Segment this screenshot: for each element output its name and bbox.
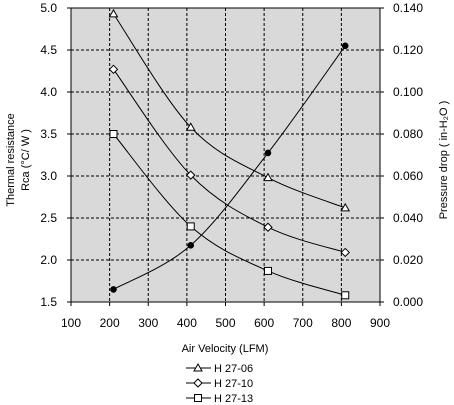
series-line — [113, 13, 346, 209]
x-tick-label: 500 — [215, 316, 235, 330]
data-point — [110, 286, 117, 293]
data-point — [340, 247, 350, 258]
data-point — [108, 8, 119, 18]
left-y-axis: 1.5 2.0 2.5 3.0 3.5 4.0 4.5 5.0 — [40, 1, 71, 309]
x-tick-label: 800 — [331, 316, 351, 330]
x-tick-label: 100 — [61, 316, 81, 330]
x-tick-label: 300 — [138, 316, 158, 330]
data-point — [263, 266, 272, 275]
series-h-27-13 — [109, 130, 350, 300]
x-axis-title: Air Velocity (LFM) — [182, 343, 269, 355]
series-line — [113, 69, 346, 253]
data-point — [187, 242, 195, 249]
x-tick-label: 400 — [177, 316, 197, 330]
x-tick-label: 900 — [370, 316, 390, 330]
data-point — [263, 172, 273, 182]
right-y-axis-title: Pressure drop ( in-H₂O ) — [438, 101, 450, 220]
left-y-tick-label: 1.5 — [40, 295, 57, 309]
legend-marker — [193, 378, 203, 388]
data-point — [341, 291, 350, 300]
x-tick-label: 200 — [100, 316, 120, 330]
data-point — [109, 130, 118, 138]
left-y-axis-title-line1: Thermal resistance — [5, 113, 17, 207]
legend-label: H 27-06 — [214, 363, 253, 375]
data-point — [186, 222, 195, 231]
right-y-tick-label: 0.040 — [393, 211, 423, 225]
legend-item: H 27-13 — [186, 393, 253, 405]
x-tick-label: 600 — [254, 316, 274, 330]
data-point — [340, 202, 351, 212]
x-tick-label: 700 — [293, 316, 313, 330]
left-y-tick-label: 5.0 — [40, 1, 57, 15]
series-line — [113, 133, 346, 296]
right-y-tick-label: 0.120 — [393, 43, 423, 57]
legend-marker — [193, 362, 203, 372]
left-y-tick-label: 3.5 — [40, 127, 57, 141]
series-line — [113, 45, 346, 290]
legend-label: H 27-13 — [214, 393, 253, 405]
data-point — [264, 149, 272, 157]
right-y-tick-label: 0.060 — [393, 169, 423, 183]
right-y-tick-label: 0.140 — [393, 1, 423, 15]
legend-label: H 27-10 — [214, 378, 253, 390]
right-y-tick-label: 0.020 — [393, 253, 423, 267]
x-axis: 100 200 300 400 500 600 700 800 900 — [61, 302, 390, 330]
right-y-axis: 0.000 0.020 0.040 0.060 0.080 0.100 0.120 0.140 — [380, 1, 423, 309]
data-point — [186, 170, 196, 180]
left-y-tick-label: 4.5 — [40, 43, 57, 57]
right-y-tick-label: 0.000 — [393, 295, 423, 309]
left-y-tick-label: 2.5 — [40, 211, 57, 225]
legend-item: H 27-10 — [186, 378, 253, 390]
data-point — [108, 64, 119, 75]
series-pressure-drop — [110, 42, 349, 293]
data-point — [185, 122, 196, 131]
left-y-axis-title-line2: Rca (°C/ W ) — [20, 129, 32, 191]
series-layer — [108, 8, 351, 300]
legend: H 27-06 H 27-10 H 27-13 — [186, 362, 253, 405]
legend-marker — [194, 394, 202, 402]
data-point — [341, 42, 349, 50]
left-y-tick-label: 3.0 — [40, 169, 57, 183]
data-point — [263, 222, 273, 232]
series-h-27-10 — [108, 64, 350, 258]
left-y-tick-label: 4.0 — [40, 85, 57, 99]
right-y-tick-label: 0.100 — [393, 85, 423, 99]
left-y-tick-label: 2.0 — [40, 253, 57, 267]
legend-item: H 27-06 — [186, 362, 253, 375]
right-y-tick-label: 0.080 — [393, 127, 423, 141]
series-h-27-06 — [108, 8, 351, 212]
